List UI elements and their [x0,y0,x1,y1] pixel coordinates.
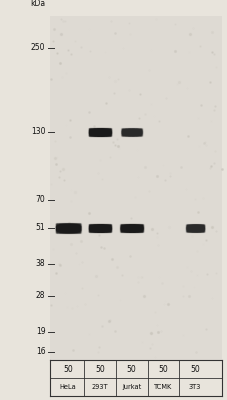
Text: 293T: 293T [91,384,108,390]
Text: 50: 50 [159,364,168,374]
Text: 19: 19 [36,328,45,336]
Text: HeLa: HeLa [60,384,76,390]
Text: 70: 70 [36,196,45,204]
Text: 50: 50 [95,364,105,374]
Text: 38: 38 [36,260,45,268]
Text: 50: 50 [63,364,73,374]
Text: 28: 28 [36,292,45,300]
Text: 250: 250 [31,44,45,52]
Text: 16: 16 [36,348,45,356]
Text: kDa: kDa [30,0,45,8]
Text: 51: 51 [36,224,45,232]
Text: Jurkat: Jurkat [122,384,141,390]
Text: 130: 130 [31,128,45,136]
Text: TCMK: TCMK [154,384,173,390]
FancyBboxPatch shape [50,16,222,360]
Text: 50: 50 [190,364,200,374]
Text: 50: 50 [127,364,136,374]
Text: 3T3: 3T3 [189,384,201,390]
